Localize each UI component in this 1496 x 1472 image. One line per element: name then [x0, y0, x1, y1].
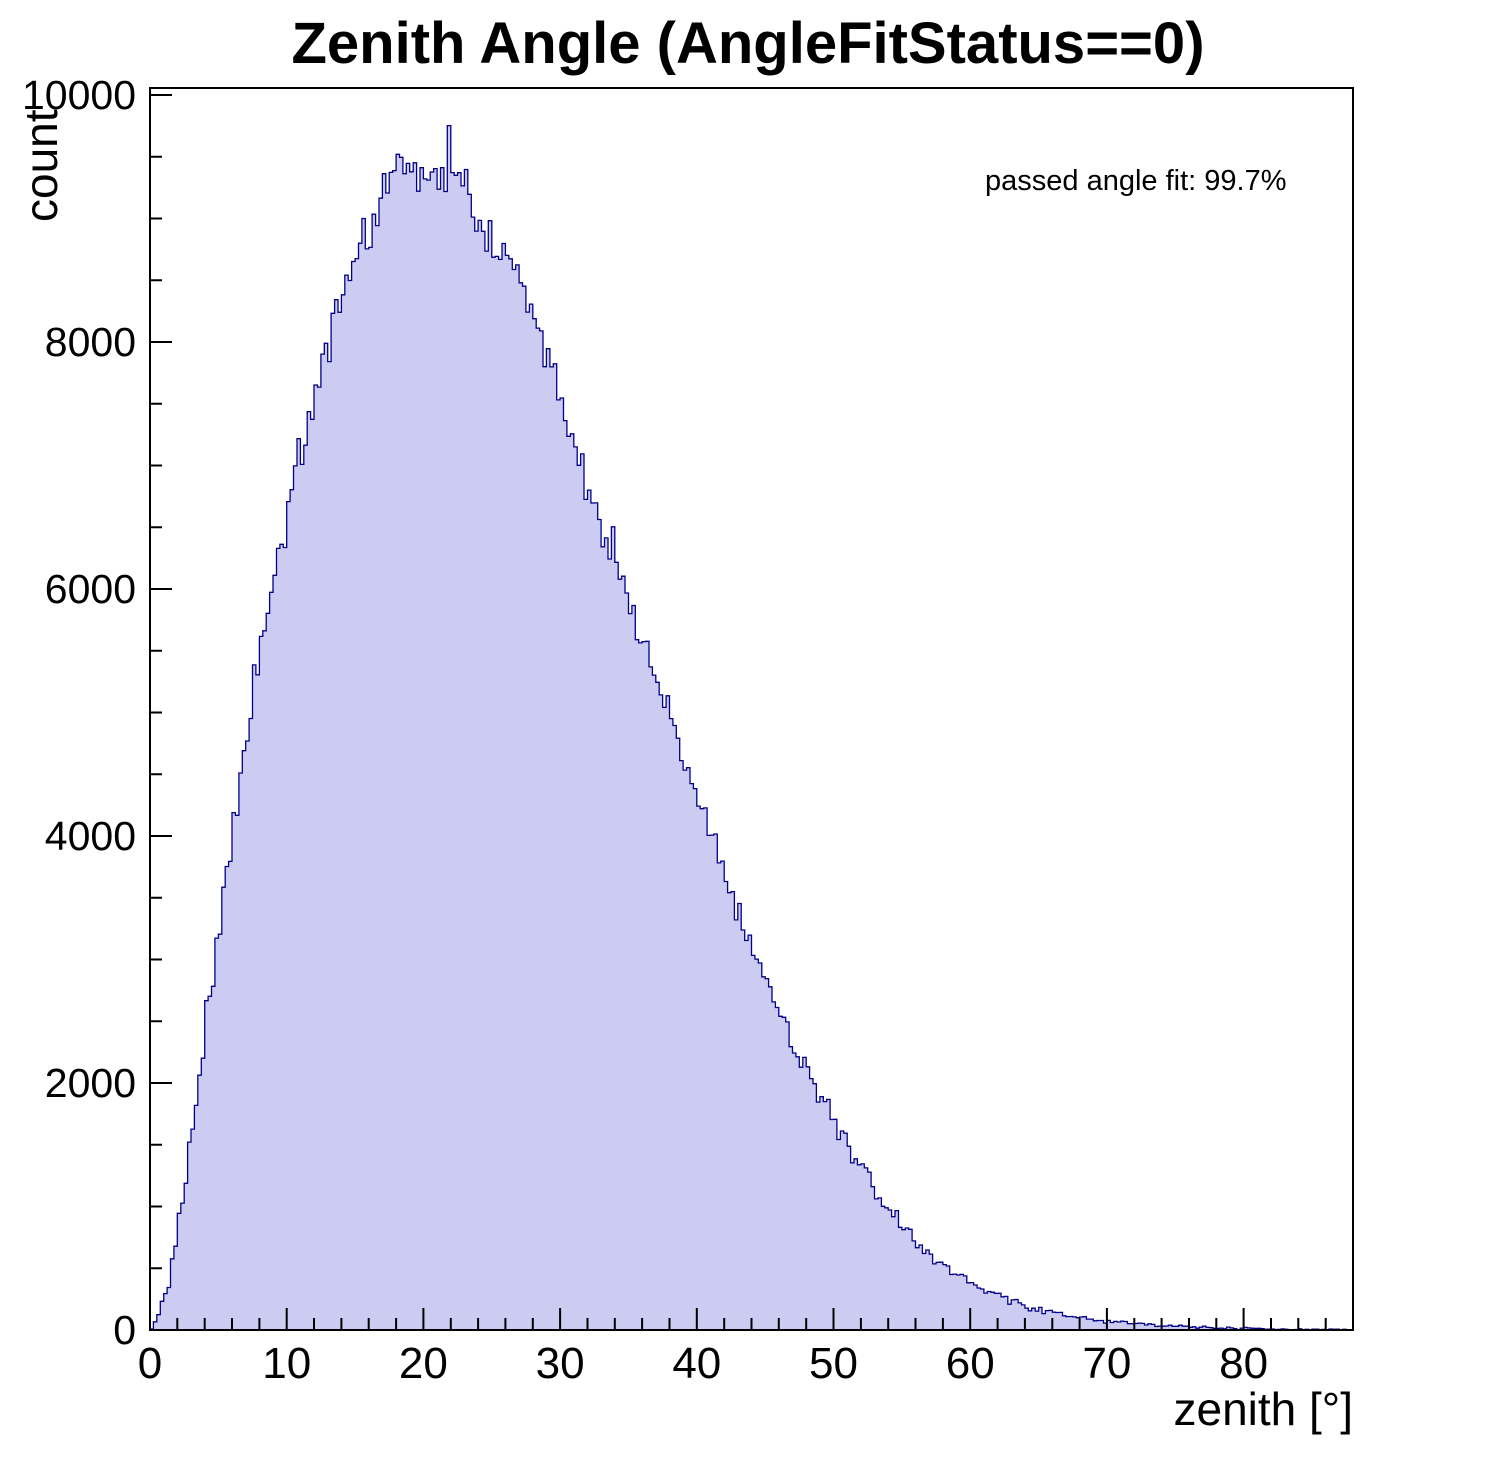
y-tick-label: 4000 [45, 813, 136, 859]
x-tick-label: 40 [672, 1339, 721, 1388]
x-tick-label: 0 [138, 1339, 162, 1388]
x-axis-label: zenith [°] [1173, 1383, 1354, 1435]
passed-fit-annotation: passed angle fit: 99.7% [985, 165, 1287, 197]
x-tick-label: 50 [809, 1339, 858, 1388]
y-tick-label: 6000 [45, 566, 136, 612]
y-tick-label: 10000 [22, 72, 136, 118]
y-axis-label: count [15, 109, 67, 222]
x-tick-label: 10 [262, 1339, 311, 1388]
y-tick-label: 0 [113, 1307, 136, 1353]
x-tick-label: 70 [1082, 1339, 1131, 1388]
x-tick-label: 30 [536, 1339, 585, 1388]
y-tick-label: 8000 [45, 319, 136, 365]
chart-title: Zenith Angle (AngleFitStatus==0) [291, 11, 1205, 76]
x-tick-label: 80 [1219, 1339, 1268, 1388]
x-tick-label: 20 [399, 1339, 448, 1388]
y-tick-label: 2000 [45, 1060, 136, 1106]
x-tick-label: 60 [946, 1339, 995, 1388]
